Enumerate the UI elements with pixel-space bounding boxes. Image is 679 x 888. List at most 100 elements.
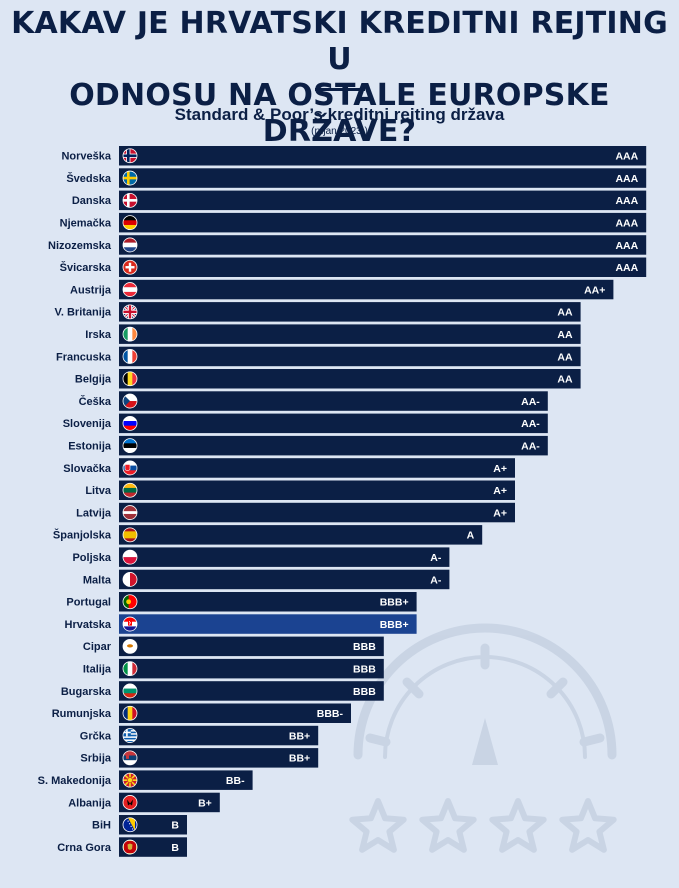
rating-bar xyxy=(119,346,581,367)
table-row: Danska AAA xyxy=(72,190,647,211)
rating-bar xyxy=(119,458,515,478)
rating-label: AAA xyxy=(615,240,638,252)
rating-bar xyxy=(119,792,220,813)
title-divider xyxy=(315,88,365,91)
table-row: Latvija A+ xyxy=(76,502,515,523)
table-row: S. Makedonija BB- xyxy=(38,770,253,790)
rating-label: A- xyxy=(430,552,442,564)
bulgaria-flag-icon xyxy=(122,683,138,699)
latvia-flag-icon xyxy=(122,505,138,520)
switzerland-flag-icon xyxy=(122,259,138,275)
poland-flag-icon xyxy=(122,549,138,565)
country-label: V. Britanija xyxy=(55,307,112,319)
table-row: Malta A- xyxy=(83,569,450,590)
rating-label: AAA xyxy=(615,262,638,274)
table-row: Hrvatska BBB+ xyxy=(65,614,417,634)
slovenia-flag-icon xyxy=(122,415,138,431)
country-label: Španjolska xyxy=(53,529,112,542)
portugal-flag-icon xyxy=(122,594,138,610)
rating-bar xyxy=(119,748,319,768)
country-label: Švicarska xyxy=(60,261,112,274)
rating-label: A- xyxy=(430,574,442,586)
austria-flag-icon xyxy=(122,282,138,297)
country-label: Srbija xyxy=(80,753,111,765)
table-row: Švedska AAA xyxy=(66,168,647,188)
table-row: Slovačka A+ xyxy=(63,458,515,478)
table-row: Portugal BBB+ xyxy=(66,592,417,612)
rating-label: AA xyxy=(557,351,573,363)
italy-flag-icon xyxy=(122,661,138,677)
table-row: Švicarska AAA xyxy=(60,257,647,277)
table-row: Austrija AA+ xyxy=(70,279,614,300)
czechia-flag-icon xyxy=(122,393,138,409)
rating-bar xyxy=(119,681,384,701)
country-label: Malta xyxy=(83,574,112,586)
country-label: Slovenija xyxy=(63,418,112,430)
rating-bar xyxy=(119,837,187,857)
netherlands-flag-icon xyxy=(122,237,138,253)
country-label: Estonija xyxy=(68,441,112,453)
country-label: Rumunjska xyxy=(52,708,112,720)
rating-bar xyxy=(119,480,515,500)
rating-bar xyxy=(119,168,647,188)
bosnia-flag-icon xyxy=(122,817,138,833)
rating-bar xyxy=(119,324,581,344)
rating-label: BB+ xyxy=(289,753,310,765)
table-row: Belgija AA xyxy=(75,369,581,389)
rating-label: AA- xyxy=(521,441,540,453)
country-label: Austrija xyxy=(70,284,112,296)
rating-bar xyxy=(119,413,548,434)
rating-bar xyxy=(119,569,450,590)
table-row: Francuska AA xyxy=(56,346,581,367)
country-label: Litva xyxy=(85,485,112,497)
rating-label: AA xyxy=(557,374,573,386)
table-row: Estonija AA- xyxy=(68,435,548,456)
rating-label: AA+ xyxy=(584,284,605,296)
table-row: Bugarska BBB xyxy=(61,681,384,701)
country-label: Hrvatska xyxy=(65,619,112,631)
rating-bar xyxy=(119,257,647,277)
rating-bar xyxy=(119,525,483,545)
table-row: Norveška AAA xyxy=(61,146,647,166)
table-row: Cipar BBB xyxy=(83,636,384,657)
romania-flag-icon xyxy=(122,705,138,721)
rating-gauge-watermark-icon xyxy=(349,623,617,853)
country-label: Francuska xyxy=(56,351,112,363)
rating-label: A xyxy=(467,530,475,542)
north-macedonia-flag-icon xyxy=(122,772,138,788)
rating-bar xyxy=(119,502,515,523)
sweden-flag-icon xyxy=(122,170,138,186)
rating-bar xyxy=(119,235,647,255)
rating-bar xyxy=(119,547,450,567)
country-label: Slovačka xyxy=(63,463,112,475)
country-label: Cipar xyxy=(83,641,112,653)
table-row: Italija BBB xyxy=(83,658,384,679)
table-row: Češka AA- xyxy=(79,391,548,411)
table-row: Albanija B+ xyxy=(68,792,220,813)
table-row: Grčka BB+ xyxy=(80,725,319,746)
norway-flag-icon xyxy=(122,148,138,164)
country-label: S. Makedonija xyxy=(38,775,112,787)
rating-bar xyxy=(119,703,351,723)
table-row: Španjolska A xyxy=(53,525,483,545)
rating-label: AA xyxy=(557,329,573,341)
rating-bar xyxy=(119,770,253,790)
rating-label: B+ xyxy=(198,797,212,809)
country-label: Portugal xyxy=(66,597,111,609)
rating-bar xyxy=(119,369,581,389)
rating-label: B xyxy=(171,842,179,854)
country-label: Nizozemska xyxy=(48,240,112,252)
rating-label: A+ xyxy=(493,485,507,497)
country-label: Irska xyxy=(85,329,112,341)
france-flag-icon xyxy=(122,349,138,364)
rating-bar xyxy=(119,435,548,456)
country-label: Češka xyxy=(79,395,112,408)
country-label: Albanija xyxy=(68,797,112,809)
table-row: V. Britanija AA xyxy=(55,302,581,322)
country-label: Poljska xyxy=(72,552,111,564)
rating-bar xyxy=(119,302,581,322)
croatia-flag-icon xyxy=(122,616,138,632)
country-label: Njemačka xyxy=(60,218,112,230)
rating-label: BB- xyxy=(226,775,245,787)
